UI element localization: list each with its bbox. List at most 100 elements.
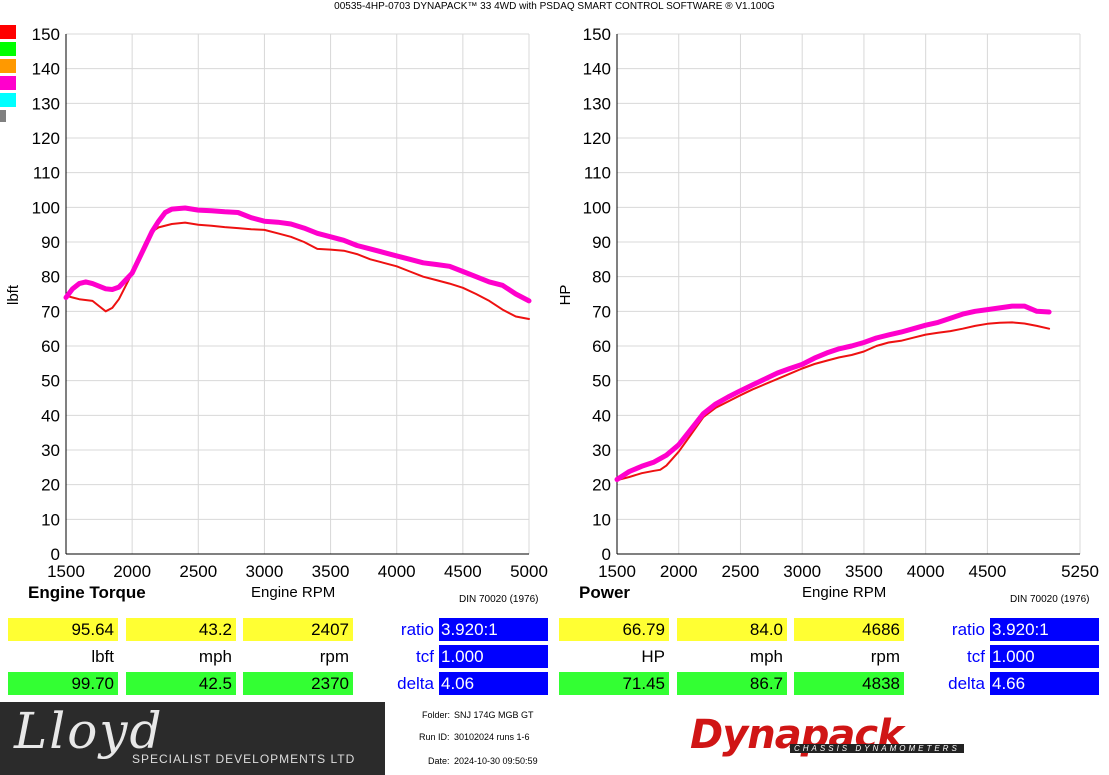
torque-xtick-5000: 5000 <box>510 562 548 581</box>
lloyd-logo: Lloyd SPECIALIST DEVELOPMENTS LTD <box>0 702 385 775</box>
legend-swatch-0 <box>0 25 16 39</box>
power-xtick-5250: 5250 <box>1061 562 1099 581</box>
charts-canvas: 0102030405060708090100110120130140150150… <box>0 25 1099 581</box>
power-xtick-4000: 4000 <box>907 562 945 581</box>
torque-ratio-label: ratio <box>400 620 434 639</box>
date-label: Date: <box>428 756 450 766</box>
torque-ytick-80: 80 <box>41 268 60 287</box>
power-ytick-40: 40 <box>592 406 611 425</box>
torque-series-0-line <box>65 221 530 320</box>
power-peak-value: 71.45 <box>559 672 669 695</box>
torque-ytick-0: 0 <box>51 545 60 564</box>
power-ytick-50: 50 <box>592 372 611 391</box>
torque-xtick-3500: 3500 <box>312 562 350 581</box>
torque-current-mph: 43.2 <box>126 618 236 641</box>
power-xtick-2000: 2000 <box>660 562 698 581</box>
power-series-1-line <box>614 303 1052 482</box>
torque-ytick-40: 40 <box>41 406 60 425</box>
report-header: 00535-4HP-0703 DYNAPACK™ 33 4WD with PSD… <box>334 1 775 12</box>
power-xtick-3500: 3500 <box>845 562 883 581</box>
power-ratio-value: 3.920:1 <box>990 618 1099 641</box>
power-current-value: 66.79 <box>559 618 669 641</box>
power-ytick-120: 120 <box>583 129 611 148</box>
legend-swatch-4 <box>0 93 16 107</box>
torque-tcf-label: tcf <box>416 647 434 666</box>
torque-ytick-30: 30 <box>41 441 60 460</box>
torque-ytick-120: 120 <box>32 129 60 148</box>
legend-swatch-3 <box>0 76 16 90</box>
torque-unit-lbft: lbft <box>91 647 114 666</box>
power-ytick-110: 110 <box>584 164 611 183</box>
torque-y-axis-label: lbft <box>5 284 22 305</box>
folder-value: SNJ 174G MGB GT <box>454 710 534 720</box>
power-delta-value: 4.66 <box>990 672 1099 695</box>
power-din-standard: DIN 70020 (1976) <box>1010 594 1090 605</box>
date-value: 2024-10-30 09:50:59 <box>454 756 538 766</box>
runid-label: Run ID: <box>419 732 450 742</box>
torque-ytick-140: 140 <box>32 60 60 79</box>
power-peak-mph: 86.7 <box>677 672 787 695</box>
power-xtick-4500: 4500 <box>968 562 1006 581</box>
torque-peak-mph: 42.5 <box>126 672 236 695</box>
torque-ratio-value: 3.920:1 <box>439 618 548 641</box>
torque-current-value: 95.64 <box>8 618 118 641</box>
power-ytick-100: 100 <box>583 198 611 217</box>
legend-swatch-5 <box>0 110 6 122</box>
power-chart-title: Power <box>579 583 631 602</box>
torque-unit-rpm: rpm <box>319 647 349 666</box>
power-ytick-0: 0 <box>602 545 611 564</box>
lloyd-logo-subtitle: SPECIALIST DEVELOPMENTS LTD <box>132 752 356 766</box>
torque-ytick-150: 150 <box>32 25 60 44</box>
torque-ytick-10: 10 <box>41 510 60 529</box>
power-ytick-130: 130 <box>583 94 611 113</box>
torque-ytick-130: 130 <box>32 94 60 113</box>
torque-chart: 0 10 20 30 40 50 60 70 80 90 100 110 120 130 140 150 150… <box>5 25 548 581</box>
power-ytick-150: 150 <box>583 25 611 44</box>
torque-unit-mph: mph <box>198 647 232 666</box>
torque-ytick-110: 110 <box>33 164 60 183</box>
power-unit-rpm: rpm <box>870 647 900 666</box>
power-xtick-2500: 2500 <box>722 562 760 581</box>
torque-xtick-2000: 2000 <box>113 562 151 581</box>
power-ytick-10: 10 <box>592 510 611 529</box>
dynapack-logo-subtitle: CHASSIS DYNAMOMETERS <box>790 744 964 753</box>
torque-xtick-1500: 1500 <box>47 562 85 581</box>
torque-x-axis-label: Engine RPM <box>251 584 336 601</box>
power-ytick-80: 80 <box>592 268 611 287</box>
power-ytick-20: 20 <box>592 476 611 495</box>
power-ytick-60: 60 <box>592 337 611 356</box>
power-unit-hp: HP <box>641 647 665 666</box>
runid-value: 30102024 runs 1-6 <box>454 732 530 742</box>
torque-delta-label: delta <box>397 674 434 693</box>
power-xtick-1500: 1500 <box>598 562 636 581</box>
power-x-axis-label: Engine RPM <box>802 584 887 601</box>
folder-label: Folder: <box>422 710 451 720</box>
power-ytick-70: 70 <box>592 302 611 321</box>
torque-xtick-3000: 3000 <box>246 562 284 581</box>
power-y-axis-label: HP <box>557 285 574 306</box>
power-delta-label: delta <box>948 674 985 693</box>
torque-tcf-value: 1.000 <box>439 645 548 668</box>
power-series-0-line <box>616 321 1051 482</box>
torque-delta-value: 4.06 <box>439 672 548 695</box>
power-tcf-value: 1.000 <box>990 645 1099 668</box>
power-ytick-30: 30 <box>592 441 611 460</box>
torque-ytick-90: 90 <box>41 233 60 252</box>
torque-xtick-2500: 2500 <box>179 562 217 581</box>
torque-ytick-60: 60 <box>41 337 60 356</box>
torque-peak-value: 99.70 <box>8 672 118 695</box>
torque-chart-title: Engine Torque <box>28 583 146 602</box>
torque-ytick-20: 20 <box>41 476 60 495</box>
power-tcf-label: tcf <box>967 647 985 666</box>
torque-din-standard: DIN 70020 (1976) <box>459 594 539 605</box>
power-ytick-140: 140 <box>583 60 611 79</box>
torque-xtick-4500: 4500 <box>444 562 482 581</box>
power-chart: 0 10 20 30 40 50 60 70 80 90 100 110 120 130 140 150 150… <box>557 25 1099 581</box>
power-peak-rpm: 4838 <box>794 672 904 695</box>
torque-ytick-70: 70 <box>41 302 60 321</box>
torque-ytick-100: 100 <box>32 198 60 217</box>
torque-series-1-line <box>63 205 532 304</box>
torque-current-rpm: 2407 <box>243 618 353 641</box>
power-xtick-3000: 3000 <box>783 562 821 581</box>
power-ratio-label: ratio <box>951 620 985 639</box>
